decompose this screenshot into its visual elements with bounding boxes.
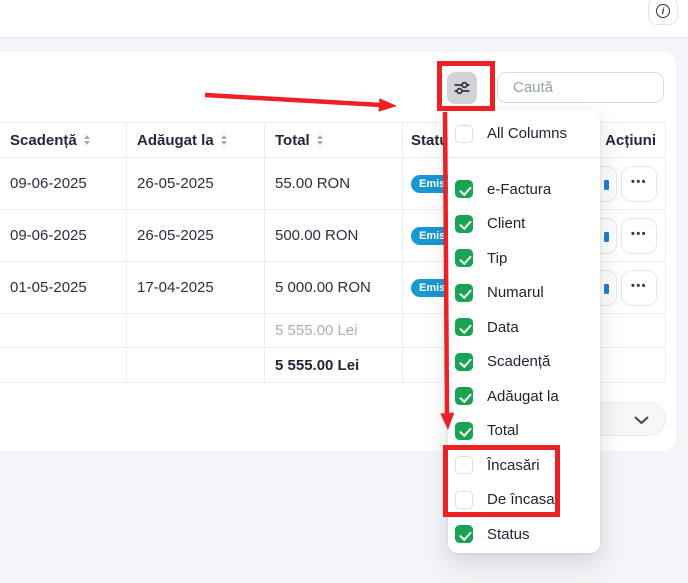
search-input[interactable] [497, 72, 664, 103]
ellipsis-icon: ••• [630, 279, 648, 292]
top-bar: i [0, 0, 688, 38]
column-header-scadenta[interactable]: Scadență [0, 123, 127, 157]
checkbox-de-incasat[interactable] [455, 490, 473, 509]
columns-visibility-menu: All Columns e-Factura Client Tip Numarul [448, 110, 600, 553]
sort-icon [220, 135, 227, 145]
cell-scadenta: 01-05-2025 [0, 262, 127, 313]
action-icon [604, 284, 609, 294]
cell-total: 5 000.00 RON [265, 262, 403, 313]
menu-item-status[interactable]: Status [448, 517, 600, 552]
checkbox-incasari[interactable] [455, 456, 473, 475]
menu-item-tip[interactable]: Tip [448, 241, 600, 276]
info-icon: i [656, 4, 670, 18]
menu-divider [448, 157, 600, 158]
checkbox-adaugat-la[interactable] [455, 387, 473, 406]
menu-item-de-incasat[interactable]: De încasat [448, 483, 600, 518]
menu-item-incasari[interactable]: Încasări [448, 448, 600, 483]
column-header-actiuni: Acțiuni [560, 123, 666, 157]
checkbox-data[interactable] [455, 318, 473, 337]
sort-icon [83, 135, 90, 145]
action-icon [604, 232, 609, 242]
row-more-actions-button[interactable]: ••• [621, 270, 657, 306]
menu-item-client[interactable]: Client [448, 207, 600, 242]
menu-item-data[interactable]: Data [448, 310, 600, 345]
info-button[interactable]: i [648, 0, 678, 25]
menu-item-total[interactable]: Total [448, 414, 600, 449]
checkbox-scadenta[interactable] [455, 352, 473, 371]
menu-list: e-Factura Client Tip Numarul Data Scaden… [448, 158, 600, 552]
sort-icon [316, 135, 323, 145]
cell-total: 500.00 RON [265, 210, 403, 261]
cell-total: 55.00 RON [265, 158, 403, 209]
menu-item-numarul[interactable]: Numarul [448, 276, 600, 311]
cell-adaugat-la: 26-05-2025 [127, 210, 265, 261]
checkbox-numarul[interactable] [455, 283, 473, 302]
column-header-total[interactable]: Total [265, 123, 403, 157]
checkbox-all-columns[interactable] [455, 124, 473, 143]
cell-scadenta: 09-06-2025 [0, 210, 127, 261]
menu-item-adaugat-la[interactable]: Adăugat la [448, 379, 600, 414]
checkbox-total[interactable] [455, 421, 473, 440]
column-header-adaugat-la[interactable]: Adăugat la [127, 123, 265, 157]
menu-item-e-factura[interactable]: e-Factura [448, 172, 600, 207]
checkbox-status[interactable] [455, 525, 473, 544]
menu-item-all-columns[interactable]: All Columns [448, 110, 600, 157]
menu-item-scadenta[interactable]: Scadență [448, 345, 600, 380]
chevron-down-icon [634, 416, 649, 424]
action-icon [604, 180, 609, 190]
cell-adaugat-la: 26-05-2025 [127, 158, 265, 209]
ellipsis-icon: ••• [630, 227, 648, 240]
checkbox-e-factura[interactable] [455, 180, 473, 199]
row-more-actions-button[interactable]: ••• [621, 166, 657, 202]
checkbox-tip[interactable] [455, 249, 473, 268]
ellipsis-icon: ••• [630, 175, 648, 188]
total-value: 5 555.00 Lei [265, 348, 403, 382]
columns-filter-button[interactable] [447, 72, 477, 104]
cell-adaugat-la: 17-04-2025 [127, 262, 265, 313]
sliders-icon [453, 80, 471, 96]
cell-scadenta: 09-06-2025 [0, 158, 127, 209]
subtotal-value: 5 555.00 Lei [265, 314, 403, 347]
row-more-actions-button[interactable]: ••• [621, 218, 657, 254]
checkbox-client[interactable] [455, 214, 473, 233]
